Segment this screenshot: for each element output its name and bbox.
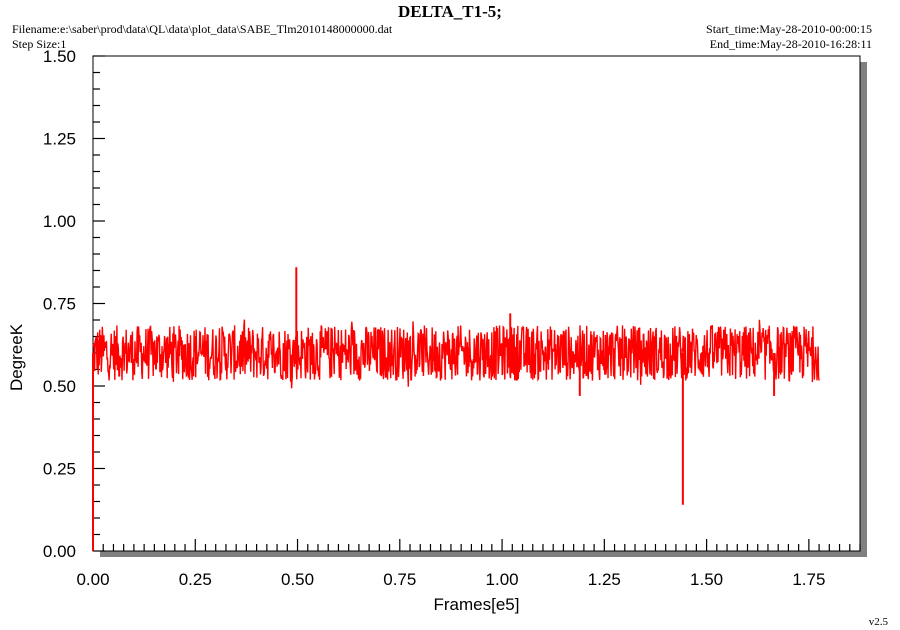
x-tick-label: 0.00 [76, 570, 109, 589]
filename-label: Filename:e:\saber\prod\data\QL\data\plot… [12, 22, 393, 36]
y-axis-ticks: 0.00 0.25 0.50 0.75 1.00 1.25 1.50 [43, 47, 105, 561]
x-tick-label: 1.50 [690, 570, 723, 589]
y-tick-label: 1.00 [43, 212, 76, 231]
y-tick-label: 1.50 [43, 47, 76, 66]
x-tick-label: 0.50 [281, 570, 314, 589]
series-layer [92, 267, 820, 551]
end-time-label: End_time:May-28-2010-16:28:11 [709, 37, 872, 51]
x-tick-label: 0.75 [383, 570, 416, 589]
plot-area [92, 55, 861, 552]
y-tick-label: 0.75 [43, 295, 76, 314]
step-size-label: Step Size:1 [12, 37, 67, 51]
x-tick-label: 1.25 [588, 570, 621, 589]
x-tick-label: 1.75 [792, 570, 825, 589]
start-time-label: Start_time:May-28-2010-00:00:15 [706, 22, 872, 36]
chart-title: DELTA_T1-5; [398, 2, 502, 21]
series-line [92, 319, 820, 389]
y-tick-label: 1.25 [43, 130, 76, 149]
x-axis-ticks: 0.00 0.25 0.50 0.75 1.00 1.25 1.50 1.75 [76, 539, 861, 589]
y-tick-label: 0.50 [43, 377, 76, 396]
y-axis-label: DegreeK [7, 323, 26, 391]
version-label: v2.5 [868, 616, 888, 628]
y-tick-label: 0.25 [43, 460, 76, 479]
y-tick-label: 0.00 [43, 542, 76, 561]
x-axis-label: Frames[e5] [434, 595, 520, 614]
x-tick-label: 1.00 [486, 570, 519, 589]
x-tick-label: 0.25 [179, 570, 212, 589]
